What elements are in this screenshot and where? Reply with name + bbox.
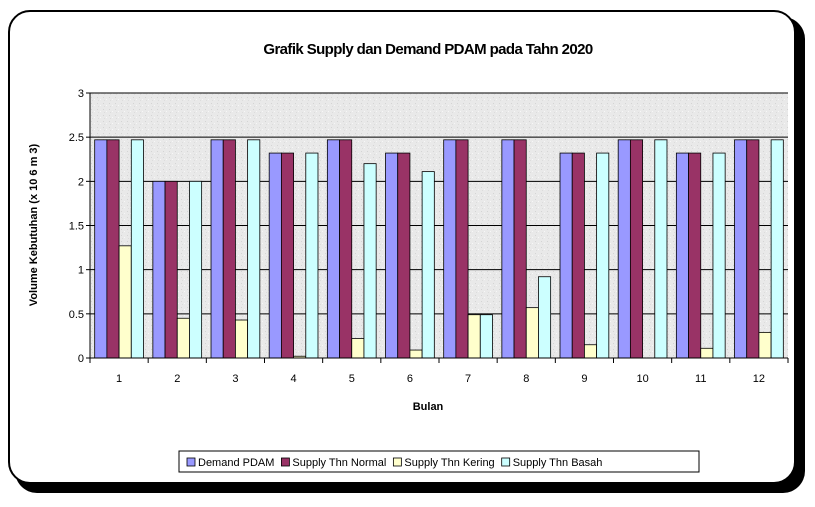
bar xyxy=(758,331,772,359)
bar xyxy=(571,152,585,359)
legend-swatch xyxy=(392,457,402,467)
y-tick-label: 3 xyxy=(78,88,84,100)
bar xyxy=(654,139,668,359)
x-tick-label: 2 xyxy=(174,373,180,385)
bar xyxy=(106,139,120,359)
x-tick-label: 5 xyxy=(349,373,355,385)
axes xyxy=(86,92,789,363)
legend-box xyxy=(178,450,700,473)
y-tick-label: 1 xyxy=(78,265,84,277)
y-tick-label: 2 xyxy=(78,176,84,188)
bar xyxy=(397,152,411,359)
x-tick-label: 3 xyxy=(232,373,238,385)
bar xyxy=(501,139,515,359)
x-tick-label: 7 xyxy=(465,373,471,385)
bar xyxy=(700,347,714,359)
bar xyxy=(222,139,236,359)
bar xyxy=(189,180,203,359)
bar xyxy=(688,152,702,359)
bar xyxy=(152,180,166,359)
bar xyxy=(421,171,435,359)
bar xyxy=(130,139,144,359)
gridlines xyxy=(90,92,788,315)
bars xyxy=(94,139,784,359)
y-tick-labels: 0 0.5 1 1.5 2 2.5 3 xyxy=(69,88,84,365)
bar xyxy=(363,163,377,359)
x-tick-label: 4 xyxy=(291,373,297,385)
legend-label: Supply Thn Basah xyxy=(513,457,603,469)
bar xyxy=(210,139,224,359)
bar xyxy=(746,139,760,359)
bar xyxy=(443,139,457,359)
bar xyxy=(675,152,689,359)
legend: Demand PDAM Supply Thn Normal Supply Thn K… xyxy=(178,450,700,473)
chart-title: Grafik Supply dan Demand PDAM pada Tahn … xyxy=(263,41,592,58)
x-tick-label: 11 xyxy=(695,373,706,385)
bar xyxy=(734,139,748,359)
y-tick-label: 2.5 xyxy=(69,132,84,144)
y-axis-title: Volume Kebutuhan (x 10 6 m 3) xyxy=(28,143,40,306)
y-tick-label: 0.5 xyxy=(69,309,84,321)
bar xyxy=(268,152,282,359)
bar xyxy=(525,307,539,359)
bar xyxy=(629,139,643,359)
bar xyxy=(712,152,726,359)
bar xyxy=(479,314,493,359)
bar xyxy=(513,139,527,359)
bar xyxy=(305,152,319,359)
bar xyxy=(326,139,340,359)
bar xyxy=(584,344,598,359)
legend-swatch xyxy=(501,457,511,467)
x-tick-label: 1 xyxy=(116,373,122,385)
bar xyxy=(280,152,294,359)
bar xyxy=(596,152,610,359)
x-tick-label: 8 xyxy=(523,373,529,385)
bar xyxy=(118,245,132,359)
bar xyxy=(559,152,573,359)
bar xyxy=(409,349,423,359)
bar xyxy=(770,139,784,359)
bar xyxy=(538,276,552,359)
x-tick-label: 10 xyxy=(636,373,648,385)
bar xyxy=(94,139,108,359)
legend-label: Supply Thn Normal xyxy=(292,457,386,469)
y-tick-label: 1.5 xyxy=(69,221,84,233)
x-tick-label: 6 xyxy=(407,373,413,385)
bar xyxy=(455,139,469,359)
bar xyxy=(351,338,365,359)
legend-swatch xyxy=(281,457,290,467)
bar xyxy=(339,139,353,359)
legend-label: Supply Thn Kering xyxy=(404,457,494,469)
x-tick-label: 9 xyxy=(581,373,587,385)
y-tick-label: 0 xyxy=(78,353,84,365)
legend-swatch xyxy=(186,457,196,467)
bar xyxy=(385,152,399,359)
x-axis-title: Bulan xyxy=(413,401,444,413)
bar xyxy=(247,139,261,359)
bar xyxy=(617,139,631,359)
x-tick-labels: 1 2 3 4 5 6 7 8 9 10 11 12 xyxy=(116,373,765,385)
bar xyxy=(176,317,190,359)
bar xyxy=(235,319,249,359)
bar xyxy=(164,180,178,359)
x-tick-label: 12 xyxy=(753,373,765,385)
bar xyxy=(467,314,481,359)
legend-label: Demand PDAM xyxy=(198,457,274,469)
